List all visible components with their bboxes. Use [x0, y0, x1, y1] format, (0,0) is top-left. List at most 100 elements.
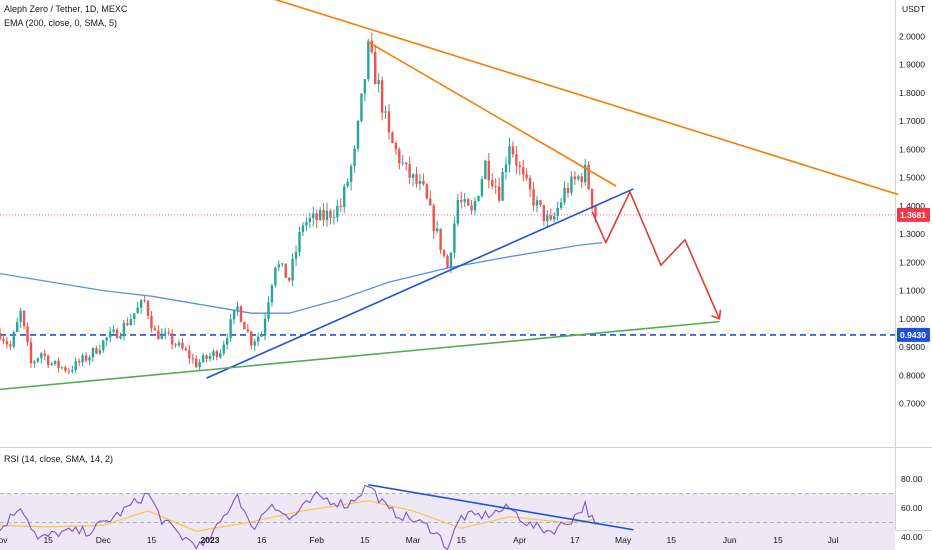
candle-body: [150, 315, 153, 329]
candle: [191, 353, 194, 364]
price-tick-label: 1.4000: [899, 201, 925, 211]
candle: [291, 253, 294, 287]
candle-body: [84, 355, 88, 361]
candle-body: [508, 146, 511, 165]
candle-body: [429, 198, 432, 206]
projection-path: [591, 191, 721, 320]
time-tick-label: Mar: [406, 535, 421, 545]
candle: [260, 331, 263, 338]
price-tick-label: 1.1000: [899, 286, 925, 296]
candle-body: [494, 186, 497, 188]
price-tick-label: 1.0000: [899, 314, 925, 324]
candle-body: [16, 321, 19, 332]
candle-body: [91, 347, 95, 358]
time-tick-label: 15: [43, 535, 53, 545]
candle-body: [497, 186, 501, 201]
candle: [336, 199, 339, 222]
candle-body: [250, 331, 253, 346]
candle-body: [267, 302, 270, 319]
candle: [281, 262, 284, 268]
price-axis-unit: USDT: [902, 4, 925, 14]
candle: [9, 340, 12, 351]
rsi-band-fill: [0, 493, 895, 550]
candle-body: [374, 52, 377, 85]
price-tick-label: 2.0000: [899, 32, 925, 42]
candle: [133, 313, 136, 325]
candle-body: [153, 328, 157, 331]
price-tick-label: 1.3000: [899, 229, 925, 239]
candle-body: [112, 329, 115, 332]
candle-body: [446, 255, 449, 269]
candle-body: [260, 334, 263, 337]
candle: [301, 222, 305, 237]
candle: [525, 168, 528, 181]
candle-body: [22, 310, 26, 327]
candle-body: [57, 360, 60, 368]
candle-body: [456, 200, 460, 224]
candle: [150, 311, 153, 333]
candle: [164, 327, 167, 340]
candle: [12, 330, 15, 349]
candle-body: [401, 162, 404, 164]
candle: [542, 204, 546, 226]
candle-body: [501, 172, 504, 201]
candle-body: [442, 250, 446, 256]
candle: [198, 359, 201, 372]
candle: [267, 296, 270, 323]
candle-body: [583, 164, 587, 183]
candle: [522, 159, 525, 182]
candle: [46, 354, 50, 368]
chart-title: Aleph Zero / Tether, 1D, MEXC: [4, 4, 128, 14]
candle-body: [105, 337, 108, 341]
candle: [442, 249, 446, 259]
candle-body: [40, 353, 43, 359]
candle-body: [346, 181, 349, 187]
candle: [229, 313, 232, 343]
candle: [64, 365, 67, 373]
candle: [105, 336, 108, 346]
rsi-tick-label: 80.00: [901, 474, 923, 484]
candle: [546, 210, 549, 229]
candle-body: [225, 338, 229, 345]
candle-body: [246, 329, 250, 332]
candle: [353, 145, 356, 173]
candle-body: [29, 342, 33, 364]
candle-body: [71, 370, 74, 372]
candle: [43, 349, 46, 361]
candle: [67, 368, 71, 375]
candle: [256, 332, 260, 347]
candle-body: [535, 200, 539, 206]
candle: [232, 309, 236, 325]
candle-body: [418, 181, 422, 184]
candle: [312, 206, 315, 227]
candle-body: [487, 160, 491, 181]
candle-body: [377, 80, 380, 85]
candle-body: [253, 341, 256, 346]
candle: [549, 208, 552, 222]
candle: [167, 328, 170, 336]
candle: [501, 168, 504, 202]
candle-body: [26, 326, 29, 343]
candle: [16, 317, 19, 333]
price-tick-label: 1.5000: [899, 173, 925, 183]
candle: [225, 333, 229, 350]
candle-body: [205, 355, 208, 359]
candle-body: [157, 330, 160, 340]
candle-body: [198, 362, 201, 368]
candle-body: [136, 307, 139, 314]
candle: [81, 353, 84, 367]
candle: [298, 226, 301, 257]
candle-body: [0, 332, 2, 339]
candle: [170, 329, 174, 350]
candle-body: [411, 174, 415, 178]
candle: [387, 104, 391, 140]
candle: [315, 209, 318, 229]
candle-body: [308, 218, 312, 222]
resistance-trendline: [367, 41, 617, 187]
candle: [466, 197, 470, 207]
candle-body: [470, 205, 473, 211]
candle-body: [256, 336, 260, 342]
candle: [29, 337, 33, 368]
candle-body: [184, 348, 188, 351]
